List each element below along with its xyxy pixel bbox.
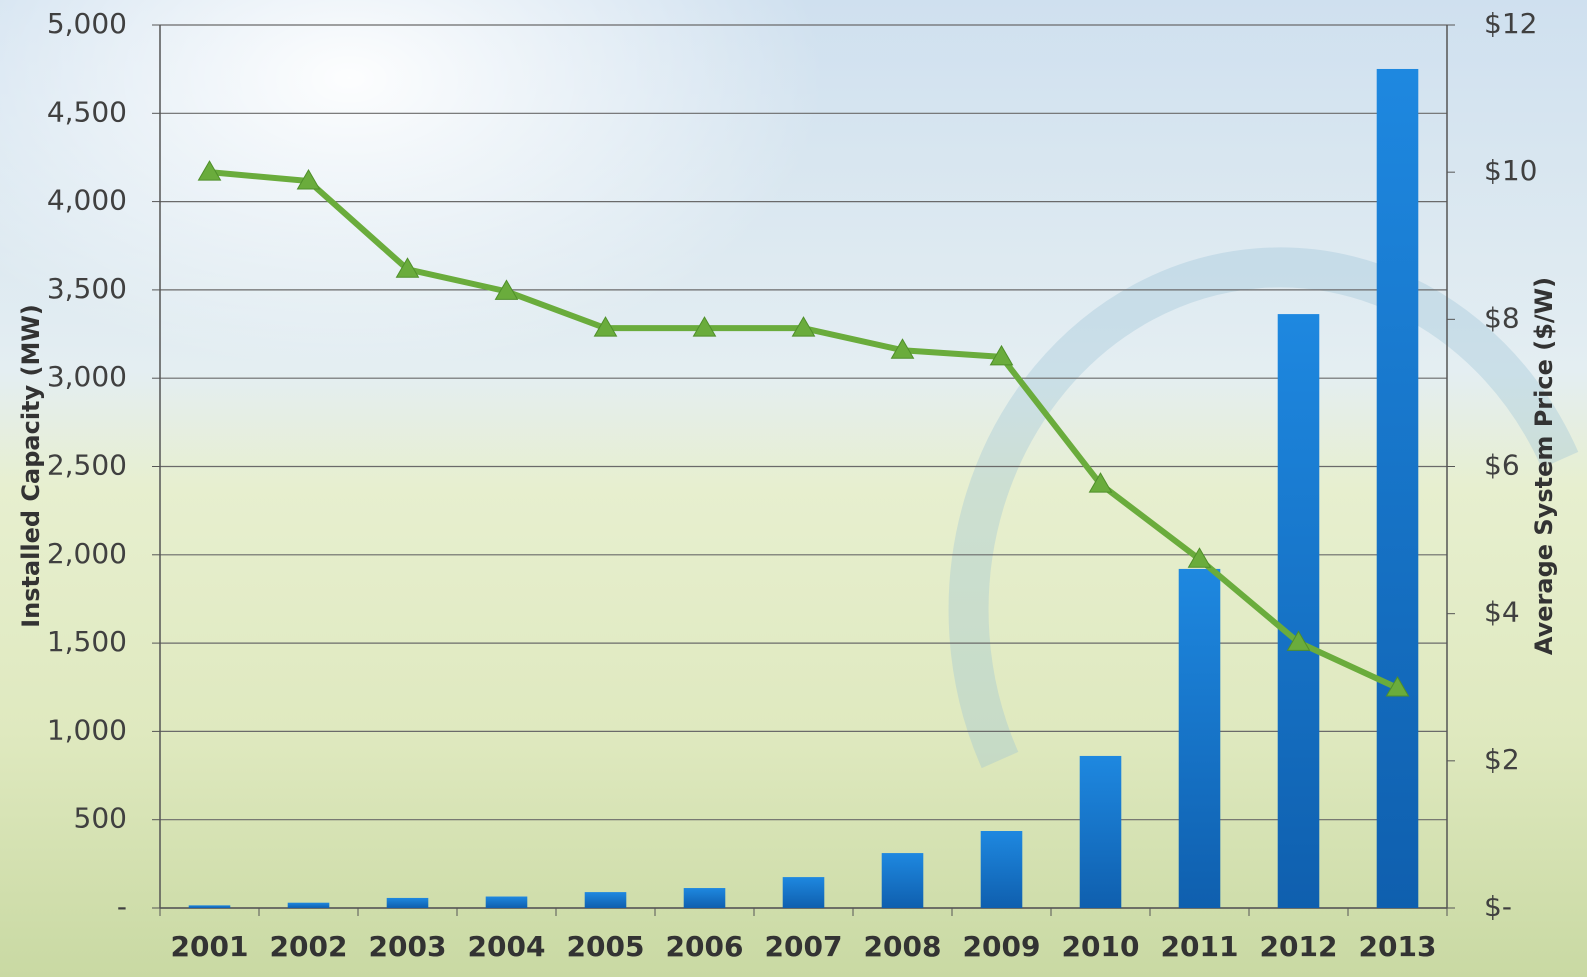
- bar: [881, 853, 924, 908]
- price-marker: [1088, 472, 1113, 493]
- bar: [1376, 68, 1419, 909]
- x-tick-label: 2002: [270, 930, 348, 963]
- price-marker: [791, 316, 816, 337]
- price-marker: [692, 316, 717, 337]
- x-tick-label: 2006: [666, 930, 744, 963]
- bar: [1178, 568, 1221, 908]
- bar: [386, 897, 429, 908]
- y2-tick-label: $10: [1484, 154, 1537, 187]
- y-tick-label: 1,500: [47, 625, 127, 658]
- x-tick-label: 2007: [765, 930, 843, 963]
- x-tick-label: 2011: [1161, 930, 1239, 963]
- bar: [1079, 755, 1122, 908]
- y-tick-label: 4,000: [47, 184, 127, 217]
- bar: [485, 896, 528, 908]
- x-tick-label: 2003: [369, 930, 447, 963]
- bar: [584, 892, 627, 908]
- y2-tick-label: $6: [1484, 449, 1520, 482]
- x-tick-label: 2013: [1359, 930, 1437, 963]
- y-tick-label: 3,000: [47, 360, 127, 393]
- y2-tick-label: $4: [1484, 596, 1520, 629]
- bar: [188, 905, 231, 908]
- x-tick-label: 2004: [468, 930, 546, 963]
- bar: [1277, 314, 1320, 908]
- x-tick-label: 2012: [1260, 930, 1338, 963]
- y-tick-label: 2,500: [47, 449, 127, 482]
- price-marker: [1385, 675, 1410, 697]
- bar: [980, 831, 1023, 908]
- y2-tick-label: $-: [1484, 890, 1512, 923]
- decor-arc: [948, 247, 1579, 769]
- y-axis-label: Installed Capacity (MW): [17, 304, 45, 628]
- y2-axis-label: Average System Price ($/W): [1530, 277, 1558, 655]
- price-marker: [1286, 630, 1311, 651]
- x-tick-label: 2001: [171, 930, 249, 963]
- y-tick-label: 4,500: [47, 95, 127, 128]
- price-marker: [395, 257, 420, 278]
- price-marker: [989, 344, 1014, 366]
- bar: [287, 902, 330, 908]
- price-marker: [197, 160, 222, 181]
- price-marker: [593, 316, 618, 337]
- price-marker: [1187, 547, 1212, 568]
- y2-tick-label: $12: [1484, 7, 1537, 40]
- bar: [782, 877, 825, 908]
- x-tick-label: 2008: [864, 930, 942, 963]
- price-marker: [296, 168, 321, 190]
- x-tick-label: 2009: [963, 930, 1041, 963]
- y-tick-label: -: [117, 890, 127, 923]
- y2-tick-label: $2: [1484, 743, 1520, 776]
- bar: [683, 888, 726, 908]
- y-tick-label: 2,000: [47, 537, 127, 570]
- x-tick-label: 2005: [567, 930, 645, 963]
- x-tick-label: 2010: [1062, 930, 1140, 963]
- y-tick-label: 5,000: [47, 7, 127, 40]
- price-marker: [890, 338, 915, 359]
- y-tick-label: 1,000: [47, 713, 127, 746]
- price-marker: [494, 279, 519, 300]
- y-tick-label: 500: [74, 802, 127, 835]
- y-tick-label: 3,500: [47, 272, 127, 305]
- y2-tick-label: $8: [1484, 301, 1520, 334]
